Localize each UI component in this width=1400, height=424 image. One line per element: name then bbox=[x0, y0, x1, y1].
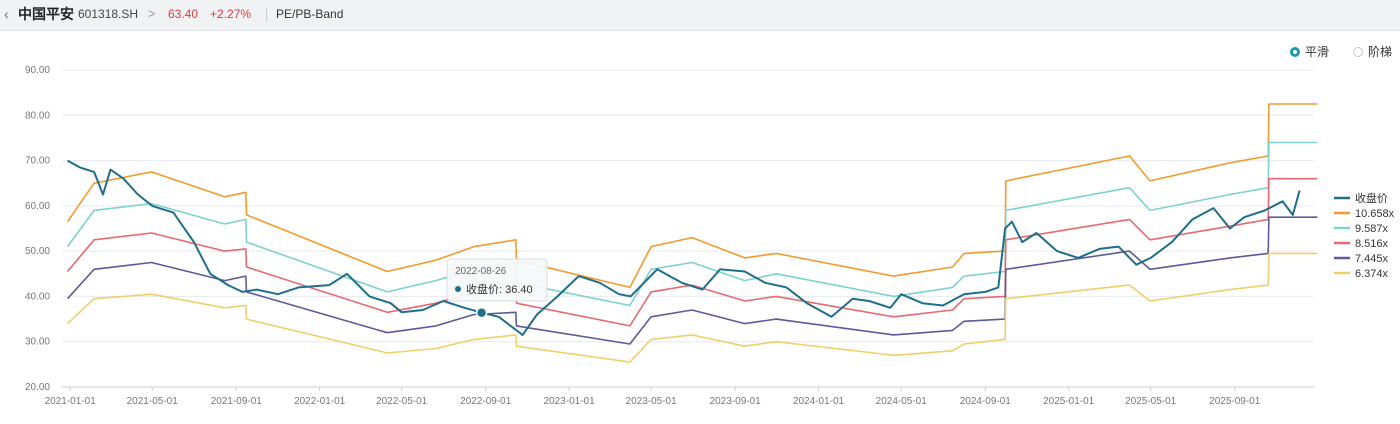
y-tick-label: 90.00 bbox=[25, 65, 50, 76]
tool-title: PE/PB-Band bbox=[276, 7, 344, 21]
x-tick-label: 2024-05-01 bbox=[876, 396, 928, 407]
x-tick-label: 2023-09-01 bbox=[710, 396, 762, 407]
x-tick-label: 2022-09-01 bbox=[460, 396, 512, 407]
chevron-left-icon[interactable]: ‹ bbox=[4, 6, 9, 22]
tooltip: 2022-08-26 收盘价: 36.40 bbox=[446, 258, 548, 319]
tooltip-box bbox=[446, 258, 548, 302]
smooth-toggle[interactable]: 平滑 bbox=[1290, 44, 1329, 60]
y-tick-label: 50.00 bbox=[25, 246, 50, 257]
radio-checked-icon[interactable] bbox=[1290, 47, 1300, 57]
y-tick-label: 30.00 bbox=[25, 337, 50, 348]
tooltip-marker bbox=[475, 306, 488, 319]
x-tick-label: 2021-05-01 bbox=[127, 396, 179, 407]
x-tick-label: 2023-01-01 bbox=[544, 396, 596, 407]
legend[interactable]: 收盘价 10.658x 9.587x 8.516x 7.445x 6.374x bbox=[1334, 191, 1395, 280]
x-tick-label: 2023-05-01 bbox=[626, 396, 678, 407]
x-tick-label: 2025-05-01 bbox=[1125, 396, 1177, 407]
y-tick-label: 40.00 bbox=[25, 291, 50, 302]
step-toggle[interactable]: 阶梯 bbox=[1353, 44, 1392, 60]
x-tick-label: 2021-09-01 bbox=[211, 396, 263, 407]
series-line-收盘价 bbox=[67, 159, 1301, 336]
radio-unchecked-icon[interactable] bbox=[1353, 47, 1363, 57]
band-lines bbox=[66, 103, 1318, 363]
series-line-6.374x bbox=[66, 252, 1318, 363]
y-tick-label: 70.00 bbox=[25, 156, 50, 167]
chevron-right-icon[interactable]: > bbox=[148, 6, 156, 21]
x-tick-label: 2022-05-01 bbox=[376, 396, 428, 407]
header-divider bbox=[266, 8, 267, 22]
legend-label[interactable]: 7.445x bbox=[1355, 253, 1389, 265]
header-bar: ‹ 中国平安 601318.SH > 63.40 +2.27% PE/PB-Ba… bbox=[0, 0, 1400, 31]
stock-price: 63.40 bbox=[168, 7, 199, 21]
series-line-7.445x bbox=[66, 216, 1318, 345]
tooltip-dot bbox=[455, 286, 461, 292]
tooltip-value: 收盘价: 36.40 bbox=[466, 282, 533, 296]
x-tick-label: 2021-01-01 bbox=[45, 396, 97, 407]
legend-label[interactable]: 6.374x bbox=[1355, 268, 1389, 280]
x-tick-label: 2025-01-01 bbox=[1043, 396, 1095, 407]
series-line-8.516x bbox=[66, 177, 1318, 327]
step-label: 阶梯 bbox=[1368, 45, 1393, 59]
grid-lines bbox=[62, 69, 1314, 388]
stock-name: 中国平安 bbox=[18, 6, 74, 22]
x-tick-label: 2024-01-01 bbox=[793, 396, 845, 407]
y-tick-label: 20.00 bbox=[25, 382, 50, 393]
legend-label[interactable]: 8.516x bbox=[1355, 238, 1389, 250]
x-tick-label: 2024-09-01 bbox=[960, 396, 1012, 407]
legend-label[interactable]: 收盘价 bbox=[1355, 191, 1388, 205]
stock-code: 601318.SH bbox=[78, 7, 139, 21]
series-line-9.587x bbox=[66, 141, 1318, 307]
price-change-pct: +2.27% bbox=[210, 7, 252, 21]
series-line-10.658x bbox=[66, 103, 1318, 289]
smooth-label: 平滑 bbox=[1305, 45, 1330, 59]
pe-band-chart[interactable]: 20.00 30.00 40.00 50.00 60.00 70.00 80.00 90.00… bbox=[0, 30, 1400, 424]
legend-label[interactable]: 9.587x bbox=[1355, 223, 1389, 235]
y-tick-label: 60.00 bbox=[25, 201, 50, 212]
y-tick-label: 80.00 bbox=[25, 110, 50, 121]
tooltip-date: 2022-08-26 bbox=[455, 266, 507, 277]
legend-label[interactable]: 10.658x bbox=[1355, 208, 1395, 220]
x-tick-label: 2025-09-01 bbox=[1209, 396, 1261, 407]
x-tick-label: 2022-01-01 bbox=[294, 396, 346, 407]
axes: 20.00 30.00 40.00 50.00 60.00 70.00 80.00 90.00… bbox=[25, 65, 1314, 407]
